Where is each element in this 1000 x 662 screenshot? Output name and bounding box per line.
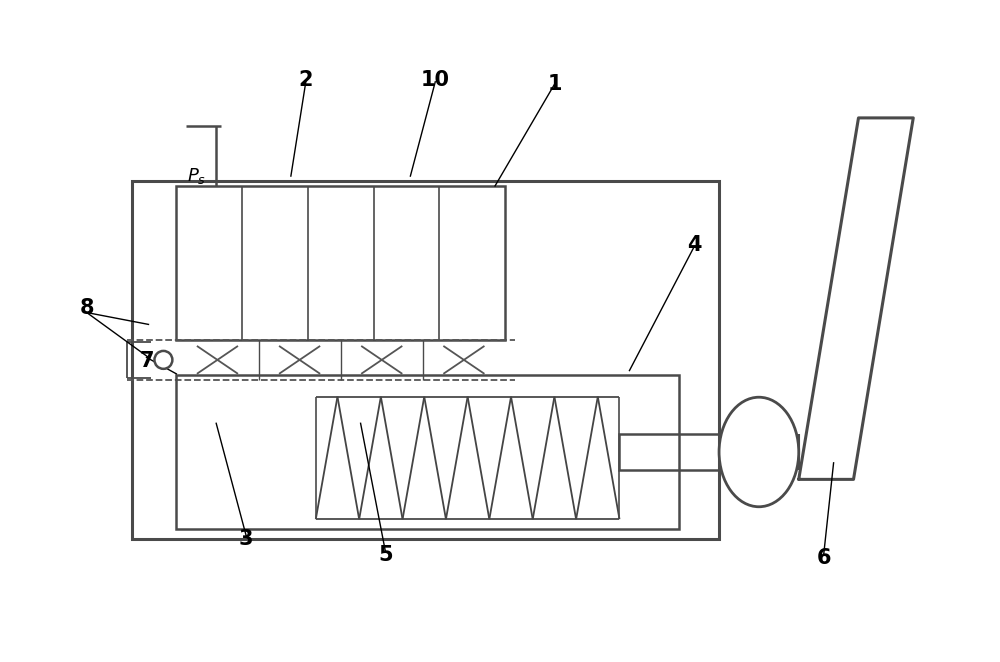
Text: 3: 3	[239, 529, 253, 549]
Text: 5: 5	[378, 545, 393, 565]
Circle shape	[154, 351, 172, 369]
Text: 6: 6	[816, 548, 831, 569]
Bar	[132, 181, 719, 539]
Text: 2: 2	[299, 70, 313, 91]
Text: 4: 4	[687, 235, 701, 256]
Text: 10: 10	[421, 70, 450, 91]
Bar	[176, 185, 505, 340]
Bar	[619, 434, 719, 470]
Text: 1: 1	[548, 73, 562, 94]
Text: $P_s$: $P_s$	[187, 166, 206, 186]
Text: 8: 8	[79, 298, 94, 318]
Text: 7: 7	[139, 351, 154, 371]
Bar	[176, 375, 679, 529]
Ellipse shape	[719, 397, 799, 506]
